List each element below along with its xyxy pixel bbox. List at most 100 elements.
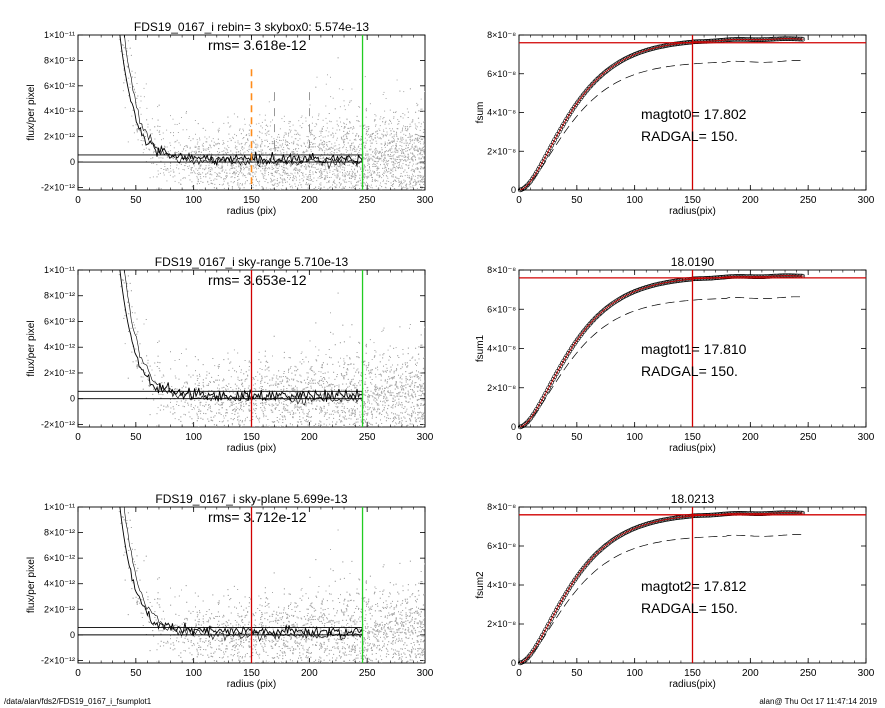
scatter-point bbox=[152, 157, 154, 159]
scatter-point bbox=[316, 169, 318, 170]
scatter-point bbox=[176, 124, 178, 125]
scatter-point bbox=[189, 179, 191, 181]
scatter-point bbox=[418, 180, 419, 182]
scatter-point bbox=[402, 113, 404, 114]
scatter-point bbox=[393, 188, 395, 189]
scatter-point bbox=[240, 167, 242, 169]
scatter-point bbox=[414, 179, 416, 181]
scatter-point bbox=[374, 119, 376, 121]
scatter-point bbox=[223, 150, 225, 152]
scatter-point bbox=[283, 134, 285, 136]
scatter-point bbox=[158, 157, 160, 159]
scatter-point bbox=[328, 181, 330, 183]
scatter-point bbox=[289, 175, 291, 176]
scatter-point bbox=[232, 173, 234, 174]
scatter-point bbox=[209, 177, 211, 179]
scatter-point bbox=[359, 188, 361, 189]
scatter-point bbox=[199, 165, 201, 167]
scatter-point bbox=[147, 123, 149, 125]
scatter-point bbox=[360, 184, 362, 186]
scatter-point bbox=[423, 121, 424, 123]
scatter-point bbox=[351, 166, 353, 167]
scatter-point bbox=[422, 143, 424, 145]
scatter-point bbox=[384, 416, 386, 418]
scatter-point bbox=[354, 150, 356, 152]
scatter-point bbox=[168, 171, 170, 173]
scatter-point bbox=[302, 174, 304, 176]
scatter-point bbox=[312, 159, 314, 161]
scatter-point bbox=[244, 159, 246, 161]
scatter-point bbox=[284, 156, 286, 158]
scatter-point bbox=[339, 164, 341, 166]
scatter-point bbox=[134, 72, 136, 74]
scatter-point bbox=[197, 123, 199, 125]
scatter-point bbox=[366, 150, 368, 152]
scatter-point bbox=[423, 121, 425, 122]
scatter-point bbox=[124, 107, 126, 109]
scatter-point bbox=[306, 178, 308, 180]
scatter-point bbox=[403, 133, 405, 135]
scatter-point bbox=[382, 401, 384, 403]
scatter-point bbox=[282, 179, 284, 181]
scatter-point bbox=[402, 128, 403, 130]
scatter-point bbox=[355, 175, 357, 177]
scatter-point bbox=[230, 181, 232, 183]
scatter-point bbox=[351, 149, 353, 151]
scatter-point bbox=[255, 171, 257, 173]
scatter-point bbox=[121, 44, 123, 46]
scatter-point bbox=[373, 342, 375, 344]
scatter-point bbox=[156, 164, 158, 166]
scatter-point bbox=[313, 138, 315, 139]
scatter-point bbox=[362, 141, 364, 143]
scatter-point bbox=[291, 151, 293, 153]
x-tick-label: 50 bbox=[130, 432, 142, 443]
scatter-point bbox=[348, 177, 350, 179]
scatter-point bbox=[398, 120, 400, 122]
scatter-point bbox=[159, 172, 161, 174]
scatter-point bbox=[423, 184, 425, 185]
scatter-point bbox=[410, 135, 412, 137]
scatter-point bbox=[379, 174, 381, 176]
scatter-point bbox=[194, 145, 196, 147]
scatter-point bbox=[389, 142, 390, 143]
scatter-point bbox=[420, 123, 422, 125]
x-tick-label: 250 bbox=[359, 432, 376, 443]
scatter-point bbox=[337, 57, 339, 59]
scatter-point bbox=[320, 174, 322, 176]
scatter-point bbox=[303, 361, 305, 363]
scatter-point bbox=[265, 167, 267, 169]
scatter-point bbox=[275, 145, 277, 146]
scatter-point bbox=[260, 166, 262, 168]
scatter-point bbox=[343, 100, 345, 102]
scatter-point bbox=[375, 376, 377, 378]
scatter-point bbox=[359, 139, 361, 140]
scatter-point bbox=[215, 143, 217, 145]
scatter-point bbox=[288, 148, 290, 150]
scatter-point bbox=[323, 152, 325, 154]
scatter-point bbox=[157, 173, 159, 175]
scatter-point bbox=[278, 134, 280, 135]
scatter-point bbox=[386, 170, 387, 171]
scatter-point bbox=[402, 187, 403, 189]
scatter-point bbox=[379, 125, 381, 127]
profile-error-curve bbox=[124, 35, 363, 170]
scatter-point bbox=[374, 135, 376, 137]
scatter-point bbox=[350, 127, 351, 129]
scatter-point bbox=[333, 135, 335, 137]
scatter-point bbox=[386, 133, 388, 135]
scatter-point bbox=[418, 137, 420, 139]
scatter-point bbox=[276, 139, 278, 140]
scatter-point bbox=[423, 129, 425, 131]
scatter-point bbox=[279, 150, 281, 152]
scatter-point bbox=[243, 168, 245, 169]
scatter-point bbox=[421, 166, 423, 168]
scatter-point bbox=[355, 135, 357, 137]
scatter-point bbox=[306, 184, 308, 186]
scatter-point bbox=[197, 141, 199, 143]
scatter-point bbox=[178, 153, 180, 155]
scatter-point bbox=[368, 133, 370, 135]
scatter-point bbox=[400, 139, 402, 141]
scatter-point bbox=[384, 405, 386, 407]
scatter-point bbox=[174, 375, 176, 377]
scatter-point bbox=[285, 159, 287, 161]
